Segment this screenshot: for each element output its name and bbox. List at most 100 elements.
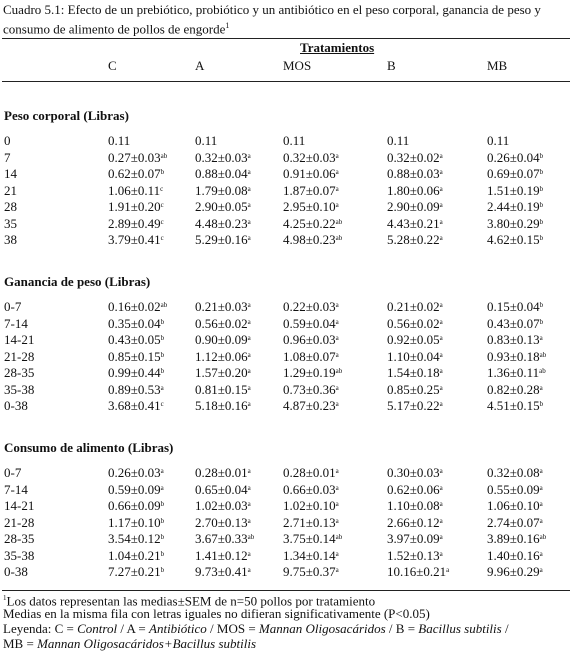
table-cell: 0.85±0.15b — [108, 349, 164, 365]
footnote-1-text: Los datos representan las medias±SEM de … — [6, 593, 376, 609]
significance-letter: a — [439, 217, 443, 226]
table-cell: 5.17±0.22a — [387, 398, 443, 414]
footnote-1: 1Los datos representan las medias±SEM de… — [3, 591, 569, 608]
footnote-legend-mb: MB = Mannan Oligosacáridos+Bacillus subt… — [3, 636, 569, 651]
significance-letter: b — [160, 549, 165, 558]
cell-value: 0.99±0.44 — [108, 365, 161, 380]
table-row: 14 0.62±0.07b 0.88±0.04a 0.91±0.06a 0.88±0.0… — [0, 166, 573, 182]
table-cell: 0.43±0.07b — [487, 316, 543, 332]
cell-value: 1.80±0.06 — [387, 182, 440, 198]
cell-value: 0.91±0.06 — [283, 166, 336, 181]
table-row: 28-35 0.99±0.44b 1.57±0.20a 1.29±0.19ab 1.54… — [0, 365, 573, 381]
significance-letter: a — [247, 367, 251, 375]
table-cell: 0.55±0.09a — [487, 482, 543, 498]
cell-value: 0.96±0.03 — [283, 332, 336, 347]
significance-letter: a — [539, 549, 543, 558]
significance-letter: a — [439, 367, 443, 375]
table-cell: 0.66±0.03a — [283, 482, 339, 498]
table-cell: 0.62±0.07b — [108, 166, 164, 182]
table-cell: 1.02±0.10a — [283, 498, 339, 514]
legend-antibiotico: Antibiótico — [149, 621, 207, 636]
table-cell: 1.54±0.18a — [387, 365, 443, 381]
row-label: 21 — [4, 182, 17, 198]
table-row: 28 1.91±0.20c 2.90±0.05a 2.95±0.10a 2.90±0.0… — [0, 199, 573, 215]
row-label: 28 — [4, 199, 17, 214]
table-cell: 3.75±0.14ab — [283, 531, 342, 547]
cell-value: 0.83±0.13 — [487, 332, 540, 347]
cell-value: 2.74±0.07 — [487, 514, 540, 530]
cell-value: 1.04±0.21 — [108, 547, 161, 563]
row-label: 14 — [4, 166, 17, 181]
caption-text: Cuadro 5.1: Efecto de un prebiótico, pro… — [3, 2, 541, 37]
legend-sep-a: / A = — [117, 621, 150, 636]
cell-value: 4.43±0.21 — [387, 215, 440, 231]
cell-value: 0.11 — [387, 133, 410, 148]
significance-letter: a — [439, 549, 443, 558]
table-cell: 4.62±0.15b — [487, 232, 543, 248]
cell-value: 0.26±0.04 — [487, 149, 540, 165]
table-cell: 2.44±0.19b — [487, 199, 543, 215]
significance-letter: b — [160, 334, 165, 342]
significance-letter: a — [160, 467, 164, 475]
table-cell: 4.43±0.21a — [387, 216, 443, 232]
row-label: 21-28 — [4, 348, 35, 364]
legend-sep-b: / B = — [385, 621, 419, 636]
legend-sep-mb: MB = — [3, 636, 38, 651]
table-cell: 0.15±0.04b — [487, 299, 543, 315]
table-cell: 2.66±0.12a — [387, 515, 443, 531]
cell-value: 0.28±0.01 — [195, 465, 248, 480]
significance-letter: a — [247, 217, 251, 226]
cell-value: 3.80±0.29 — [487, 215, 540, 231]
table-cell: 0.85±0.25a — [387, 382, 443, 398]
significance-letter: a — [439, 334, 443, 342]
cell-value: 0.15±0.04 — [487, 299, 540, 314]
significance-letter: a — [439, 234, 443, 242]
table-row: 7-14 0.59±0.09a 0.65±0.04a 0.66±0.03a 0.62±0… — [0, 482, 573, 498]
cell-value: 1.10±0.08 — [387, 498, 440, 513]
table-cell: 0.93±0.18ab — [487, 349, 546, 365]
cell-value: 0.59±0.09 — [108, 481, 161, 497]
significance-letter: c — [160, 201, 164, 209]
table-cell: 1.91±0.20c — [108, 199, 164, 215]
table-row: 0-7 0.26±0.03a 0.28±0.01a 0.28±0.01a 0.30±0.… — [0, 465, 573, 481]
table-cell: 1.57±0.20a — [195, 365, 251, 381]
cell-value: 3.67±0.33 — [195, 531, 248, 546]
cell-value: 0.88±0.03 — [387, 166, 440, 181]
significance-letter: a — [439, 400, 443, 408]
table-cell: 4.87±0.23a — [283, 398, 339, 414]
table-cell: 0.32±0.03a — [195, 150, 251, 166]
cell-value: 1.06±0.10 — [487, 498, 540, 513]
table-cell: 0.26±0.04b — [487, 150, 543, 166]
table-cell: 3.89±0.16ab — [487, 531, 546, 547]
significance-letter: b — [539, 234, 544, 242]
row-label: 35-38 — [4, 547, 35, 563]
column-header-b: B — [387, 58, 396, 73]
table-row: 0 0.11 0.11 0.11 0.11 0.11 — [0, 133, 573, 149]
table-caption: Cuadro 5.1: Efecto de un prebiótico, pro… — [3, 2, 569, 37]
table-cell: 0.11 — [487, 133, 509, 149]
table-cell: 1.80±0.06a — [387, 183, 443, 199]
table-cell: 10.16±0.21a — [387, 564, 449, 580]
table-cell: 0.69±0.07b — [487, 166, 543, 182]
significance-letter: a — [439, 516, 443, 525]
significance-letter: a — [247, 483, 251, 492]
significance-letter: ab — [247, 533, 255, 541]
significance-letter: a — [335, 317, 339, 326]
significance-letter: a — [335, 168, 339, 176]
table-cell: 1.12±0.06a — [195, 349, 251, 365]
significance-letter: a — [247, 301, 251, 309]
cell-value: 0.43±0.05 — [108, 332, 161, 347]
table-cell: 5.28±0.22a — [387, 232, 443, 248]
table-cell: 0.62±0.06a — [387, 482, 443, 498]
significance-letter: a — [335, 301, 339, 309]
cell-value: 3.75±0.14 — [283, 531, 336, 546]
significance-letter: a — [439, 500, 443, 508]
cell-value: 9.73±0.41 — [195, 564, 248, 579]
cell-value: 0.59±0.04 — [283, 315, 336, 331]
table-cell: 0.43±0.05b — [108, 332, 164, 348]
significance-letter: ab — [335, 234, 343, 242]
table-cell: 1.02±0.03a — [195, 498, 251, 514]
table-cell: 0.56±0.02a — [387, 316, 443, 332]
significance-letter: a — [439, 317, 443, 326]
significance-letter: ab — [335, 533, 343, 541]
